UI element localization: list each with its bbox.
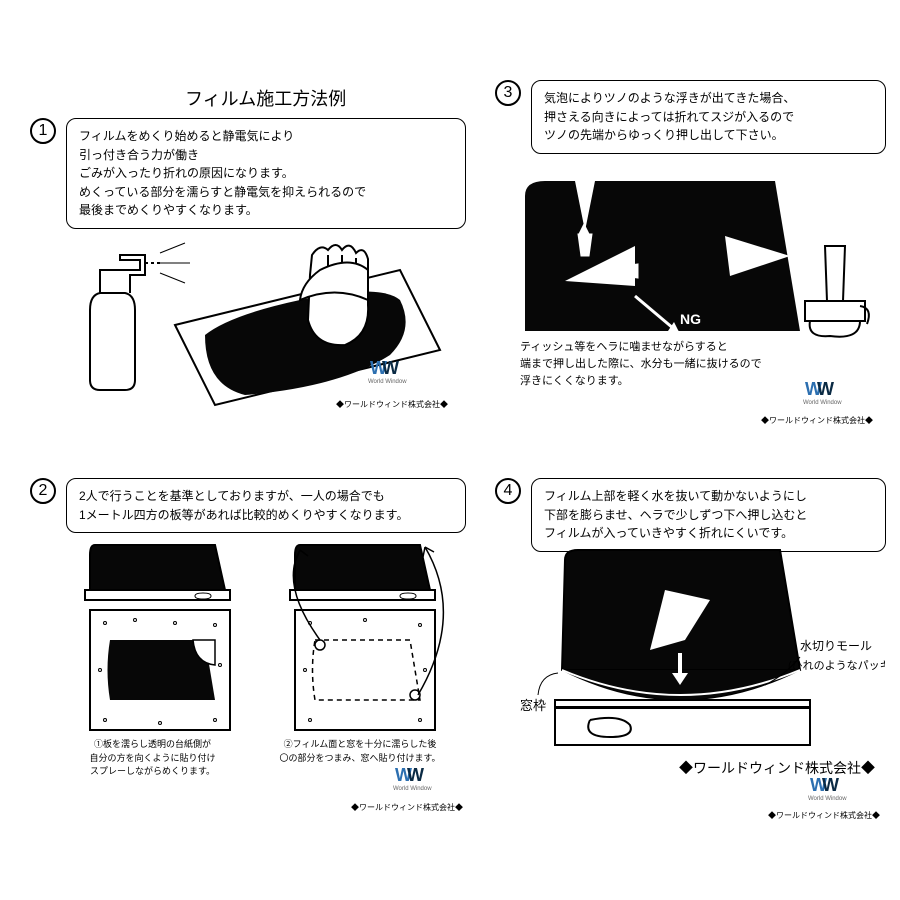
step-1: 1 フィルムをめくり始めると静電気により 引っ付き合う力が働き ごみが入ったり折…: [30, 118, 480, 229]
step-3-text: 気泡によりツノのような浮きが出てきた場合、 押さえる向きによっては折れてスジが入…: [531, 80, 886, 154]
step-2-caption-b: ②フィルム面と窓を十分に濡らした後 〇の部分をつまみ、窓へ貼り付けます。: [260, 738, 460, 765]
step-3-illustration: NG ティッシュ等をヘラに噛ませながらすると 端まで押し出した際に、水分も一緒に…: [520, 176, 875, 426]
svg-text:W: W: [822, 775, 839, 795]
step-2-number: 2: [30, 478, 56, 504]
step-4: 4 フィルム上部を軽く水を抜いて動かないようにし 下部を膨らませ、ヘラで少しずつ…: [495, 478, 890, 552]
step-4-illustration: 窓枠 水切りモール (ひれのようなパッキン) ◆ワールドウィンド株式会社◆ W …: [500, 545, 885, 825]
step-1-number: 1: [30, 118, 56, 144]
svg-text:World Window: World Window: [368, 379, 407, 385]
step-2-caption-a: ①板を濡らし透明の台紙側が 自分の方を向くように貼り付け スプレーしながらめくり…: [60, 738, 245, 779]
label-moulding: 水切りモール: [800, 639, 872, 653]
label-moulding-2: (ひれのようなパッキン): [788, 659, 885, 672]
svg-text:W: W: [382, 358, 399, 378]
svg-text:W: W: [407, 765, 424, 785]
company-mark-3: ◆ワールドウィンド株式会社◆: [761, 415, 873, 425]
svg-text:W: W: [817, 379, 834, 399]
svg-text:World Window: World Window: [393, 786, 432, 792]
company-mark: ◆ワールドウィンド株式会社◆: [336, 399, 448, 409]
ng-label: NG: [680, 311, 701, 327]
company-mark-2: ◆ワールドウィンド株式会社◆: [351, 802, 463, 812]
svg-text:World Window: World Window: [803, 400, 842, 406]
step-3: 3 気泡によりツノのような浮きが出てきた場合、 押さえる向きによっては折れてスジ…: [495, 80, 890, 154]
step-4-text: フィルム上部を軽く水を抜いて動かないようにし 下部を膨らませ、ヘラで少しずつ下へ…: [531, 478, 886, 552]
step-1-text: フィルムをめくり始めると静電気により 引っ付き合う力が働き ごみが入ったり折れの…: [66, 118, 466, 229]
step-2: 2 2人で行うことを基準としておりますが、一人の場合でも 1メートル四方の板等が…: [30, 478, 480, 533]
company-big: ◆ワールドウィンド株式会社◆: [679, 760, 875, 776]
svg-text:World Window: World Window: [808, 796, 847, 802]
label-windowframe: 窓枠: [520, 698, 546, 713]
step-2-text: 2人で行うことを基準としておりますが、一人の場合でも 1メートル四方の板等があれ…: [66, 478, 466, 533]
step-1-illustration: W W World Window ◆ワールドウィンド株式会社◆: [70, 215, 450, 410]
step-3-under-caption: ティッシュ等をヘラに噛ませながらすると 端まで押し出した際に、水分も一緒に抜ける…: [520, 339, 810, 390]
company-mark-4: ◆ワールドウィンド株式会社◆: [768, 810, 880, 820]
step-4-number: 4: [495, 478, 521, 504]
step-2-illustration: ①板を濡らし透明の台紙側が 自分の方を向くように貼り付け スプレーしながらめくり…: [55, 535, 465, 815]
step-3-number: 3: [495, 80, 521, 106]
main-title: フィルム施工方法例: [185, 85, 346, 111]
